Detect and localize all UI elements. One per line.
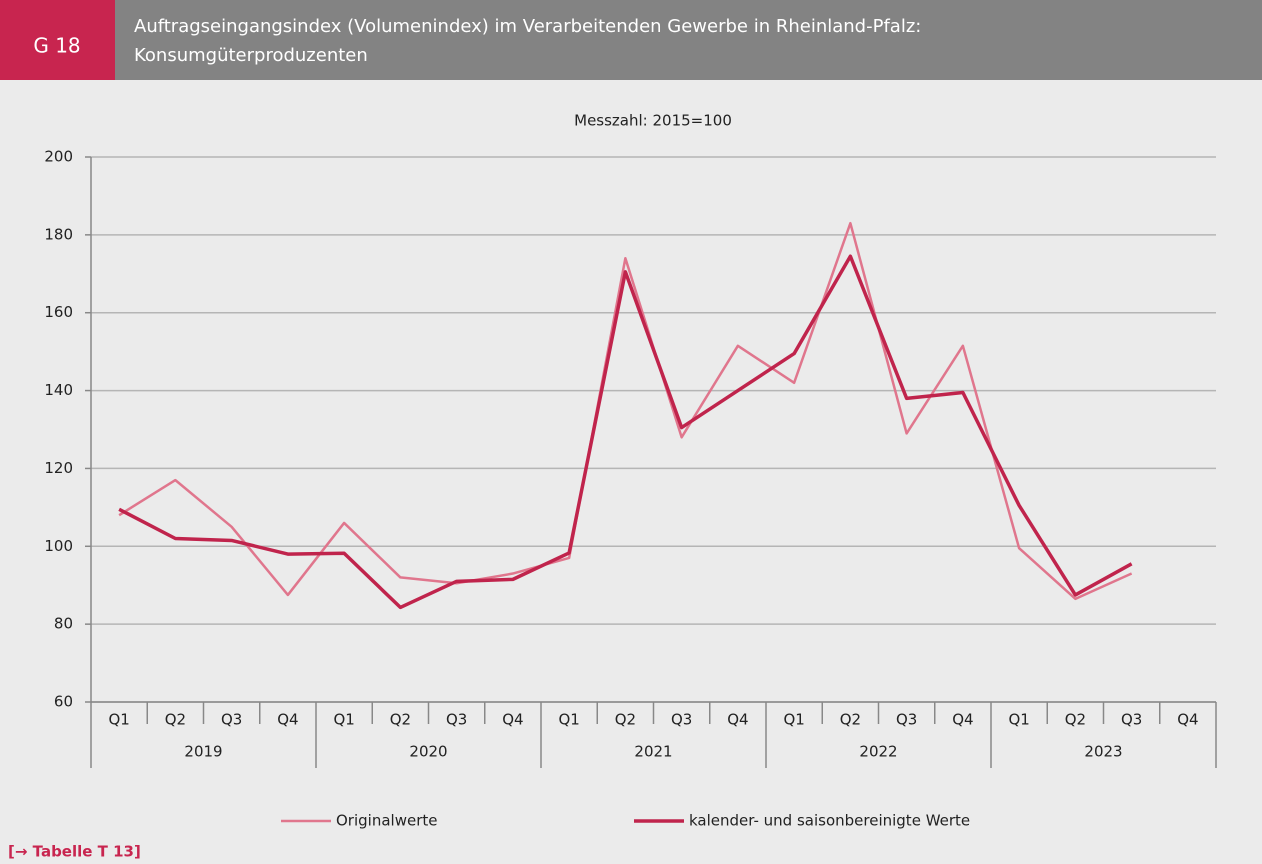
line-series bbox=[118, 254, 1133, 610]
legend-label: kalender- und saisonbereinigte Werte bbox=[689, 812, 970, 830]
year-label: 2019 bbox=[184, 743, 222, 761]
x-tick-label: Q2 bbox=[165, 711, 186, 729]
code: G 18 bbox=[33, 34, 80, 58]
x-tick-label: Q3 bbox=[896, 711, 917, 729]
x-tick-label: Q1 bbox=[783, 711, 804, 729]
legend-label: Originalwerte bbox=[336, 812, 437, 830]
year-label: 2020 bbox=[409, 743, 447, 761]
year-label: 2023 bbox=[1084, 743, 1122, 761]
y-tick-label: 60 bbox=[54, 693, 73, 711]
x-tick-label: Q4 bbox=[277, 711, 298, 729]
chart-title: Konsumgüterproduzenten bbox=[134, 45, 368, 66]
x-tick-label: Q1 bbox=[333, 711, 354, 729]
x-tick-label: Q4 bbox=[502, 711, 523, 729]
x-tick-label: Q2 bbox=[615, 711, 636, 729]
y-tick-label: 120 bbox=[44, 459, 73, 477]
x-tick-label: Q3 bbox=[1121, 711, 1142, 729]
y-tick-label: 100 bbox=[44, 537, 73, 555]
y-tick-label: 180 bbox=[44, 225, 73, 243]
x-tick-label: Q1 bbox=[558, 711, 579, 729]
year-label: 2022 bbox=[859, 743, 897, 761]
y-tick-label: 160 bbox=[44, 303, 73, 321]
x-tick-label: Q3 bbox=[446, 711, 467, 729]
x-tick-label: Q2 bbox=[390, 711, 411, 729]
subtitle: Messzahl: 2015=100 bbox=[574, 112, 732, 130]
year-label: 2021 bbox=[634, 743, 672, 761]
x-tick-label: Q2 bbox=[840, 711, 861, 729]
x-tick-label: Q3 bbox=[221, 711, 242, 729]
x-tick-label: Q1 bbox=[108, 711, 129, 729]
line-series bbox=[118, 221, 1133, 601]
table-link[interactable]: [→ Tabelle T 13] bbox=[8, 843, 141, 861]
y-tick-label: 140 bbox=[44, 381, 73, 399]
x-tick-label: Q1 bbox=[1008, 711, 1029, 729]
code-box bbox=[0, 0, 115, 80]
x-tick-label: Q4 bbox=[1177, 711, 1198, 729]
x-tick-label: Q4 bbox=[952, 711, 973, 729]
x-tick-label: Q2 bbox=[1065, 711, 1086, 729]
x-tick-label: Q3 bbox=[671, 711, 692, 729]
x-tick-label: Q4 bbox=[727, 711, 748, 729]
y-tick-label: 200 bbox=[44, 148, 73, 166]
chart-title: Auftragseingangsindex (Volumenindex) im … bbox=[134, 16, 921, 37]
y-tick-label: 80 bbox=[54, 615, 73, 633]
header bbox=[0, 0, 1262, 80]
